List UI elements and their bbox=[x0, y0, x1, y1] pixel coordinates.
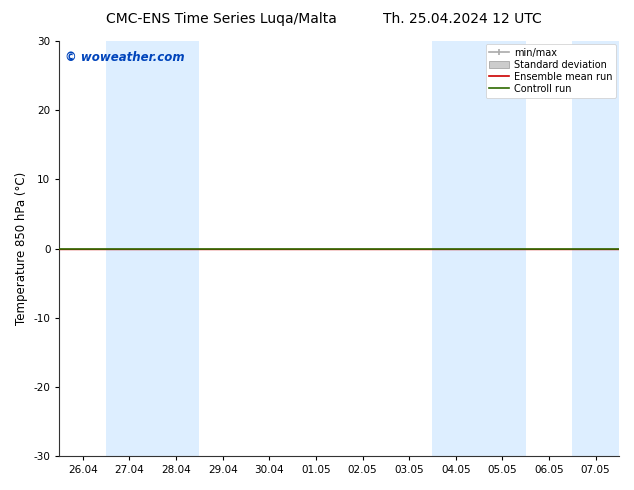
Text: © woweather.com: © woweather.com bbox=[65, 51, 184, 64]
Bar bbox=[573, 41, 619, 456]
Bar bbox=[432, 41, 479, 456]
Text: CMC-ENS Time Series Luqa/Malta: CMC-ENS Time Series Luqa/Malta bbox=[107, 12, 337, 26]
Y-axis label: Temperature 850 hPa (°C): Temperature 850 hPa (°C) bbox=[15, 172, 28, 325]
Bar bbox=[106, 41, 153, 456]
Text: Th. 25.04.2024 12 UTC: Th. 25.04.2024 12 UTC bbox=[384, 12, 542, 26]
Legend: min/max, Standard deviation, Ensemble mean run, Controll run: min/max, Standard deviation, Ensemble me… bbox=[486, 44, 616, 98]
Bar bbox=[479, 41, 526, 456]
Bar bbox=[153, 41, 199, 456]
